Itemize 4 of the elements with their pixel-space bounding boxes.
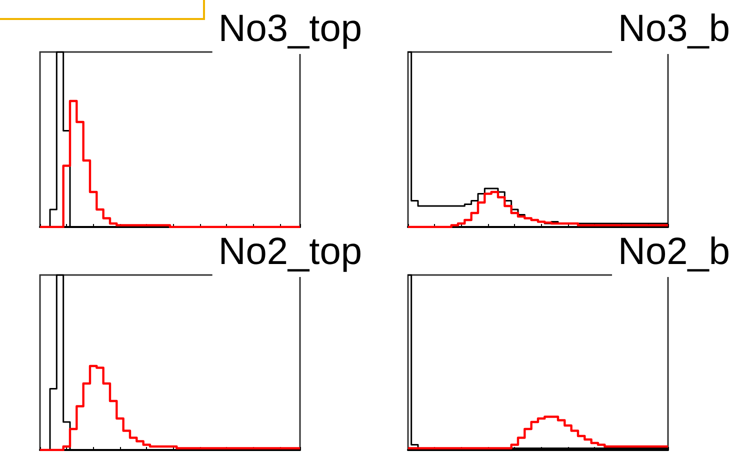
chart-title: No3_top xyxy=(218,8,362,50)
chart-title: No3_b xyxy=(618,8,730,50)
chart-title: No2_b xyxy=(618,231,730,273)
chart-title: No2_top xyxy=(218,231,362,273)
